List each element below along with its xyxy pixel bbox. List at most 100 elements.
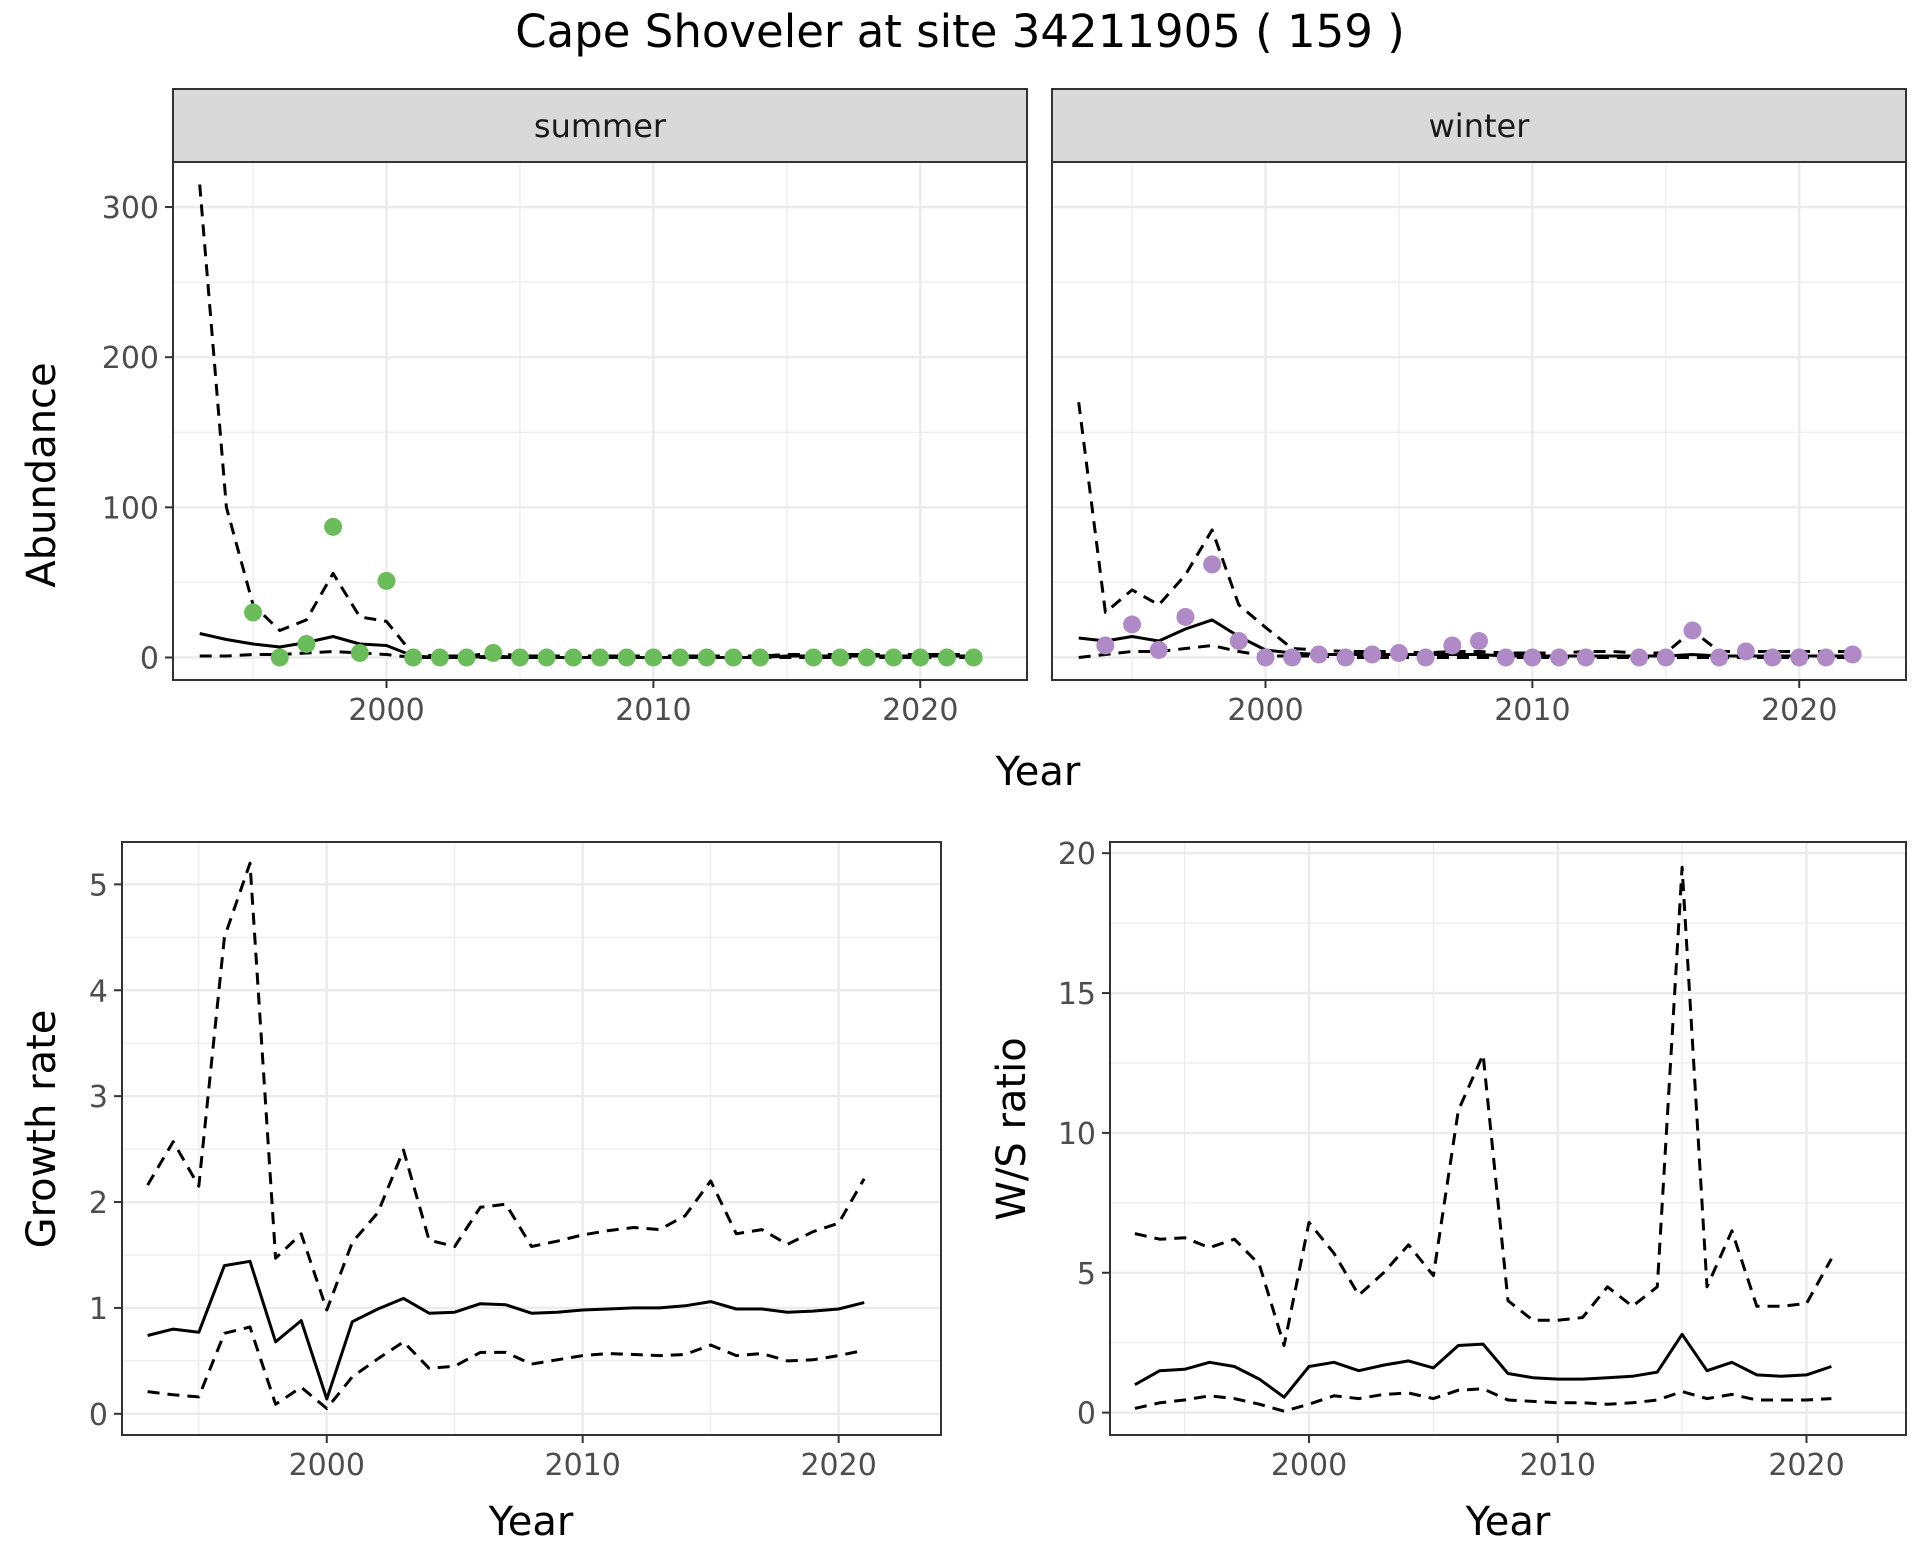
x-tick-label: 2020 [1761,693,1837,728]
count-point [697,648,716,667]
series-line-upper [1134,865,1833,1347]
count-point [1309,645,1328,664]
x-tick-label: 2020 [800,1448,876,1483]
count-point [377,571,396,590]
x-tick-label: 2010 [545,1448,621,1483]
x-tick-label: 2010 [1520,1448,1596,1483]
count-point [1550,648,1569,667]
panel-growth-rate: 2000 2010 2020 0 1 2 3 4 5 [89,841,942,1483]
count-point [1363,645,1382,664]
y-tick-label: 0 [89,1398,108,1433]
count-point [1123,615,1142,634]
count-point [857,648,876,667]
count-point [1176,607,1195,626]
count-point [644,648,663,667]
y-tick-label: 200 [102,341,159,376]
count-point [1096,636,1115,655]
y-axis-label-abundance: Abundance [19,362,65,587]
count-point [1416,648,1435,667]
count-point [297,634,316,653]
count-point [804,648,823,667]
facet-label-winter: winter [1429,107,1531,145]
count-point [1203,555,1222,574]
count-point [937,648,956,667]
count-point [484,643,503,662]
count-point [1149,640,1168,659]
count-point [1816,648,1835,667]
plot-background [122,842,941,1435]
y-tick-label: 15 [1058,977,1096,1012]
count-point [1336,648,1355,667]
x-tick-label: 2020 [1768,1448,1844,1483]
count-point [270,648,289,667]
count-point [564,648,583,667]
count-point [617,648,636,667]
x-tick-label: 2000 [289,1448,365,1483]
count-point [884,648,903,667]
panel-summer-abundance: summer 2000 2010 2020 0 100 200 300 [102,88,1028,728]
count-point [537,648,556,667]
plot-background [173,162,1027,680]
y-tick-label: 10 [1058,1117,1096,1152]
count-point [724,648,743,667]
count-point [671,648,690,667]
y-tick-label: 300 [102,191,159,226]
y-tick-label: 100 [102,491,159,526]
x-tick-label: 2000 [1271,1448,1347,1483]
y-axis-label-ratio: W/S ratio [989,1037,1035,1220]
count-point [1763,648,1782,667]
count-point [1443,636,1462,655]
x-axis-label-growth: Year [488,1499,574,1545]
count-point [1229,631,1248,650]
panel-ws-ratio: 2000 2010 2020 0 5 10 15 20 [1058,837,1907,1483]
panel-border [121,841,942,1436]
x-tick-label: 2010 [615,693,691,728]
count-point [591,648,609,667]
count-point [457,648,476,667]
series-line-estimate [147,1259,865,1401]
count-point [1683,621,1702,640]
count-point [1710,648,1729,667]
count-point [1576,648,1595,667]
count-point [1790,648,1809,667]
count-point [404,648,423,667]
facet-strip-winter [1051,88,1907,163]
panel-border [1109,841,1907,1436]
count-point [1736,642,1755,661]
count-point [964,648,983,667]
panel-border [172,161,1028,681]
y-tick-label: 0 [140,641,159,676]
count-point [324,517,343,536]
series-line-estimate [1134,1332,1832,1399]
y-tick-label: 2 [89,1186,108,1221]
count-point [1496,648,1515,667]
x-axis-label-ratio: Year [1465,1499,1551,1545]
count-point [1656,648,1675,667]
figure-title: Cape Shoveler at site 34211905 ( 159 ) [515,5,1405,58]
count-point [244,603,263,622]
facet-label-summer: summer [534,107,667,145]
panel-winter-abundance: winter 2000 2010 2020 [1051,88,1907,728]
count-point [751,648,770,667]
x-tick-label: 2020 [882,693,958,728]
count-point [1630,648,1649,667]
x-axis-label-top: Year [995,749,1081,795]
y-tick-label: 20 [1058,837,1096,872]
count-point [1843,645,1862,664]
x-tick-label: 2000 [348,693,424,728]
count-point [911,648,930,667]
x-tick-label: 2010 [1494,693,1570,728]
count-point [1283,648,1302,667]
plot-background [1052,162,1906,680]
y-tick-label: 3 [89,1080,108,1115]
panel-border [1051,161,1907,681]
y-tick-label: 0 [1077,1397,1096,1432]
facet-strip-summer [172,88,1028,163]
count-point [510,648,529,667]
y-tick-label: 1 [89,1292,108,1327]
plot-background [1110,842,1906,1435]
count-point [1256,648,1275,667]
y-tick-label: 5 [89,868,108,903]
x-tick-label: 2000 [1227,693,1303,728]
